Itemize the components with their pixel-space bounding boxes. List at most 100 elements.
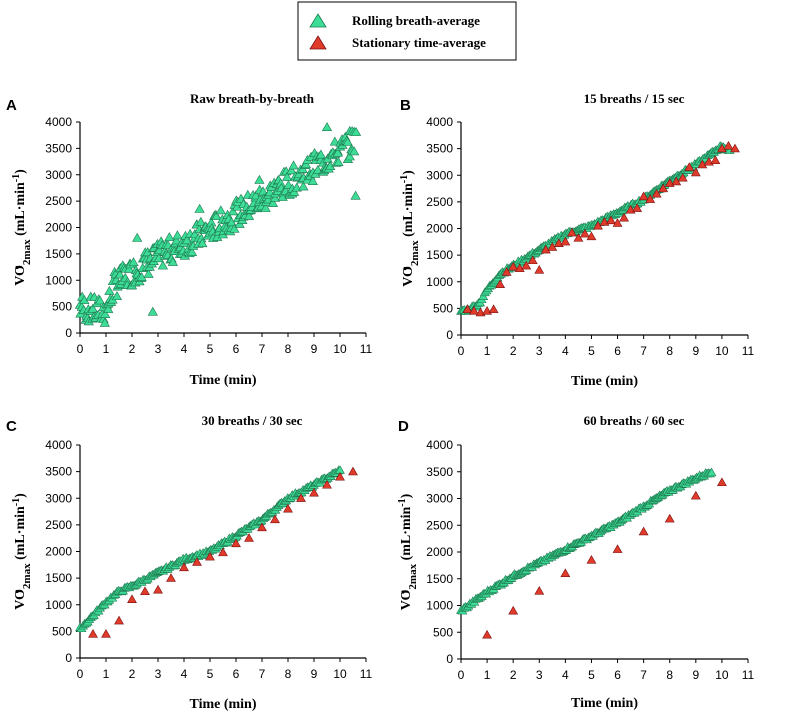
vo2-dot [403, 266, 407, 271]
x-tick-label: 7 [640, 344, 647, 358]
rolling-point [111, 291, 123, 301]
stationary-point [205, 551, 215, 561]
stationary-point [619, 212, 629, 222]
stationary-point [179, 562, 189, 572]
stationary-point [651, 188, 662, 198]
stationary-point [469, 306, 479, 315]
rolling-point [197, 238, 208, 248]
x-tick-label: 9 [692, 344, 699, 358]
stationary-point [521, 260, 532, 270]
x-tick-label: 1 [103, 667, 110, 681]
vo2-dot [15, 265, 19, 270]
rolling-point [87, 303, 98, 313]
x-tick-label: 8 [666, 344, 673, 358]
stationary-point [508, 261, 519, 271]
x-tick-label: 0 [77, 342, 84, 356]
stationary-point [88, 629, 98, 638]
rolling-point [114, 269, 125, 279]
x-tick-label: 4 [562, 668, 569, 682]
x-tick-label: 10 [333, 667, 347, 681]
y-tick-label: 2000 [426, 222, 453, 236]
x-tick-label: 6 [614, 668, 621, 682]
stationary-point [296, 493, 306, 502]
y-tick-label: 1500 [45, 247, 72, 261]
plot-area [74, 122, 362, 327]
x-tick-label: 7 [259, 342, 266, 356]
stationary-point [716, 143, 727, 153]
stationary-point [322, 479, 332, 489]
y-tick-label: 2000 [426, 545, 453, 559]
legend-marker-stationary [309, 35, 327, 50]
stationary-point [514, 263, 525, 273]
x-tick-label: 8 [285, 667, 292, 681]
panel-d: D 60 breaths / 60 sec 050010001500200025… [397, 413, 755, 711]
stationary-point [257, 522, 267, 532]
stationary-point [638, 526, 649, 536]
stationary-point [690, 167, 701, 177]
x-axis-label: Time (min) [189, 697, 256, 712]
stationary-point [684, 162, 695, 171]
rolling-point [307, 175, 318, 185]
y-tick-label: 500 [433, 301, 453, 315]
x-tick-label: 2 [129, 342, 136, 356]
x-tick-label: 5 [588, 344, 595, 358]
vo2-dot [401, 590, 405, 594]
stationary-point [697, 159, 708, 169]
rolling-point [315, 149, 327, 159]
stationary-point [677, 172, 688, 182]
x-tick-label: 4 [181, 667, 188, 681]
x-tick-label: 11 [360, 667, 373, 681]
y-tick-label: 1500 [45, 571, 72, 585]
x-tick-label: 1 [103, 342, 110, 356]
stationary-point [283, 503, 293, 513]
rolling-point [195, 216, 206, 226]
stationary-point [638, 191, 649, 201]
rolling-point [103, 303, 114, 313]
y-tick-label: 1000 [426, 275, 453, 289]
y-tick-label: 4000 [426, 438, 453, 452]
x-tick-label: 10 [715, 344, 729, 358]
stationary-point [527, 255, 538, 265]
rolling-point [281, 171, 293, 181]
rolling-point [164, 232, 175, 242]
y-tick-label: 3000 [426, 168, 453, 182]
y-tick-label: 3000 [426, 492, 453, 506]
y-tick-label: 1500 [426, 572, 453, 586]
x-tick-label: 11 [742, 668, 755, 682]
x-tick-label: 3 [536, 344, 543, 358]
x-tick-label: 5 [207, 342, 214, 356]
rolling-point [227, 206, 239, 216]
stationary-point [114, 615, 124, 625]
stationary-point [348, 466, 358, 476]
rolling-point [332, 147, 343, 157]
x-tick-label: 6 [233, 342, 240, 356]
stationary-point [573, 233, 584, 242]
panel-c: C 30 breaths / 30 sec 050010001500200025… [6, 413, 373, 712]
rolling-point [104, 285, 115, 295]
y-tick-label: 500 [52, 300, 72, 314]
stationary-point [127, 594, 137, 604]
rolling-point [288, 160, 299, 170]
rolling-point [132, 232, 143, 242]
stationary-point [606, 215, 616, 225]
legend: Rolling breath-average Stationary time-a… [297, 1, 517, 61]
stationary-point [153, 584, 163, 594]
y-tick-label: 2500 [426, 518, 453, 532]
rolling-point [99, 317, 110, 327]
y-axis-label: VO2max (mL·min-1) [11, 493, 34, 610]
x-tick-label: 4 [562, 344, 569, 358]
x-axis-label: Time (min) [189, 373, 256, 388]
stationary-point [192, 557, 202, 566]
stationary-point [710, 155, 721, 164]
y-tick-label: 2000 [45, 221, 72, 235]
x-tick-label: 0 [458, 344, 465, 358]
x-tick-label: 6 [614, 344, 621, 358]
panel-title-b: 15 breaths / 15 sec [584, 91, 685, 106]
y-axis-label: VO2max (mL·min-1) [399, 170, 422, 287]
panel-title-a: Raw breath-by-breath [190, 91, 315, 106]
y-tick-label: 0 [65, 326, 72, 340]
stationary-point [566, 227, 577, 237]
y-tick-label: 4000 [426, 115, 453, 129]
x-tick-label: 3 [155, 667, 162, 681]
